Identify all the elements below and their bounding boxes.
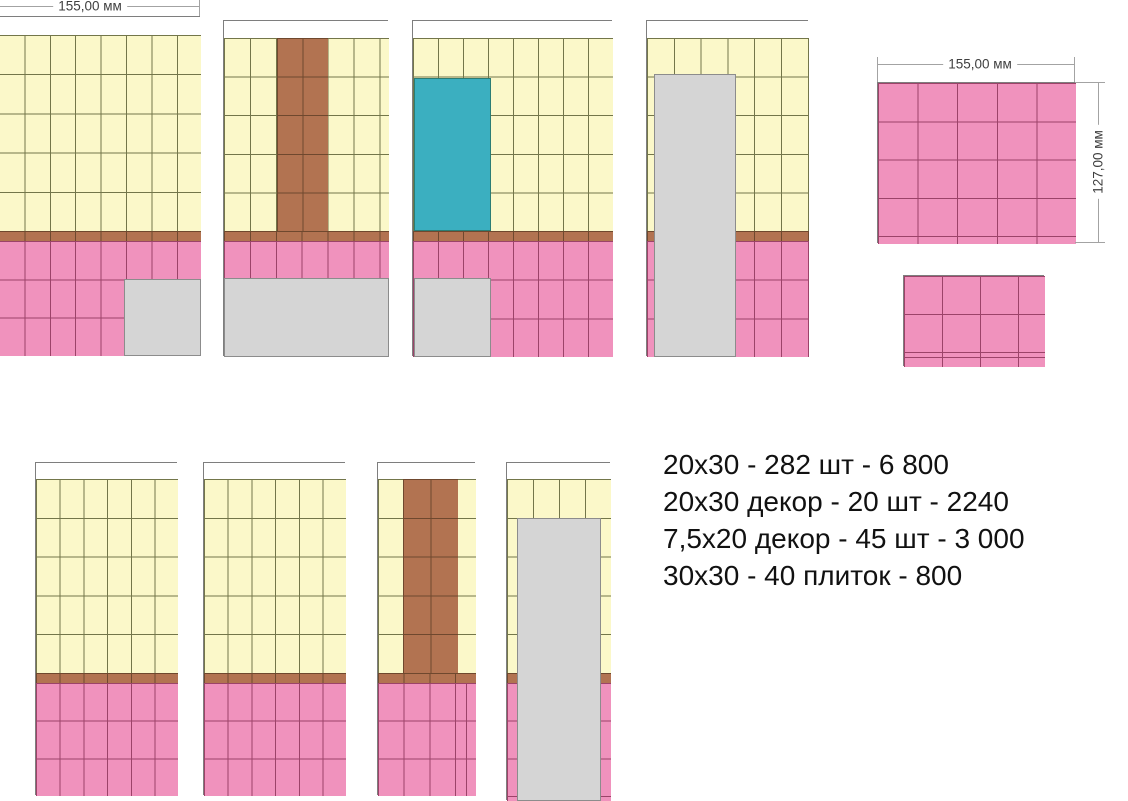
header-strip [647,21,809,38]
dimension-label: 127,00 мм [1090,125,1106,199]
cut-line [904,357,1045,358]
brown-decor-strip [224,231,389,241]
brown-decor-strip [0,231,201,241]
wall-panel-4 [646,20,809,357]
pink-tiles [224,241,389,278]
header-strip [413,21,613,38]
tile-sheet-small [903,275,1045,367]
pink-tiles [904,276,1045,367]
dimension-label: 155,00 мм [53,0,127,14]
brown-decor-column [277,38,328,231]
wall-panel-3 [412,20,613,357]
wall-panel-7 [377,462,476,796]
dimension-line [1075,242,1105,243]
yellow-tiles [0,35,201,231]
header-strip [378,463,476,479]
brown-decor-strip [413,231,613,241]
tile-quantity-legend: 20х30 - 282 шт - 6 800 20х30 декор - 20 … [663,446,1025,594]
bathtub-area [124,279,201,356]
wall-panel-6 [203,462,346,796]
legend-line-3: 7,5х20 декор - 45 шт - 3 000 [663,523,1025,554]
door-area [517,518,601,801]
cut-line [466,683,467,796]
brown-decor-strip [204,673,346,683]
wall-panel-2 [223,20,389,357]
brown-decor-strip [36,673,178,683]
header-strip [36,463,178,479]
legend-line-2: 20х30 декор - 20 шт - 2240 [663,486,1009,517]
brown-decor-strip [378,673,476,683]
brown-decor-column [403,479,458,673]
wall-panel-1 [0,16,201,356]
header-strip [0,17,201,35]
wall-panel-8 [506,462,611,801]
pink-tiles [378,683,476,796]
dimension-line [1075,82,1105,83]
window-area [414,78,491,231]
legend-line-4: 30х30 - 40 плиток - 800 [663,560,963,591]
bathtub-area [224,278,389,357]
yellow-tiles [204,479,346,673]
dimension-line [1074,57,1075,82]
bathtub-area [414,278,491,357]
wall-panel-5 [35,462,178,796]
tile-sheet-large [877,82,1076,244]
header-strip [507,463,611,479]
yellow-tiles [36,479,178,673]
door-area [654,74,736,357]
dimension-line [199,0,200,16]
dimension-line [877,57,878,82]
header-strip [224,21,389,38]
pink-tiles [204,683,346,796]
dimension-label: 155,00 мм [943,56,1017,72]
pink-tiles [36,683,178,796]
header-strip [204,463,346,479]
pink-tiles [878,83,1076,244]
legend-line-1: 20х30 - 282 шт - 6 800 [663,449,949,480]
